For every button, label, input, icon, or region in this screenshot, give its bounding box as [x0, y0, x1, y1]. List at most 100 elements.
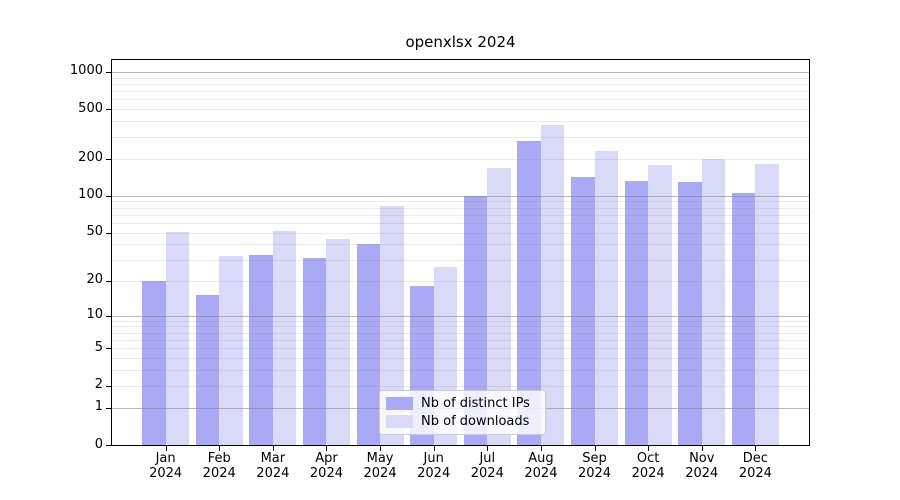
y-tick-label-1: 1 [94, 399, 103, 415]
minor-gridline-7 [112, 333, 809, 334]
bar-downloads-feb [219, 256, 243, 445]
x-tick-label-dec: Dec 2024 [738, 451, 772, 481]
minor-gridline-2 [112, 386, 809, 387]
x-tick-mark-aug [541, 446, 542, 451]
bar-downloads-aug [540, 124, 565, 445]
y-tick-mark-500 [106, 109, 112, 110]
bar-downloads-nov [701, 159, 726, 445]
x-tick-mark-nov [702, 446, 703, 451]
minor-gridline-4 [112, 358, 809, 359]
bar-distinct-ips-aug [517, 140, 541, 445]
bar-downloads-mar [272, 230, 297, 445]
bar-downloads-oct [648, 164, 672, 445]
bar-distinct-ips-sep [571, 177, 595, 445]
bar-downloads-jul [487, 168, 511, 445]
y-tick-label-50: 50 [86, 224, 103, 240]
y-tick-label-100: 100 [78, 187, 103, 203]
x-tick-mark-mar [273, 446, 274, 451]
x-tick-mark-jan [166, 446, 167, 451]
y-tick-label-200: 200 [78, 150, 103, 166]
minor-gridline-20 [112, 281, 809, 282]
major-gridline-1000 [112, 72, 809, 73]
bar-distinct-ips-jul [463, 195, 488, 445]
major-gridline-100 [112, 196, 809, 197]
bar-downloads-may [380, 205, 404, 445]
y-tick-mark-1000 [106, 72, 112, 73]
legend-item-distinct-ips: Nb of distinct IPs [386, 396, 539, 411]
minor-gridline-600 [112, 99, 809, 100]
legend-label-distinct-ips: Nb of distinct IPs [421, 396, 530, 411]
minor-gridline-5 [112, 348, 809, 349]
y-tick-label-1000: 1000 [69, 63, 103, 79]
chart-title: openxlsx 2024 [405, 33, 516, 51]
x-tick-mark-sep [595, 446, 596, 451]
y-tick-mark-1 [106, 408, 112, 409]
minor-gridline-60 [112, 223, 809, 224]
bar-distinct-ips-may [356, 244, 381, 445]
x-tick-label-jul: Jul 2024 [470, 451, 504, 481]
y-tick-mark-2 [106, 386, 112, 387]
x-tick-label-jun: Jun 2024 [417, 451, 451, 481]
x-tick-mark-oct [648, 446, 649, 451]
minor-gridline-700 [112, 91, 809, 92]
y-tick-mark-50 [106, 233, 112, 234]
bar-distinct-ips-dec [731, 192, 756, 445]
minor-gridline-70 [112, 215, 809, 216]
bar-downloads-sep [594, 151, 619, 445]
x-tick-label-feb: Feb 2024 [202, 451, 236, 481]
minor-gridline-900 [112, 78, 809, 79]
legend-label-downloads: Nb of downloads [421, 414, 530, 429]
y-tick-mark-5 [106, 348, 112, 349]
bar-distinct-ips-mar [249, 254, 273, 445]
y-tick-label-5: 5 [94, 339, 103, 355]
minor-gridline-8 [112, 326, 809, 327]
y-tick-label-20: 20 [86, 272, 103, 288]
y-tick-label-2: 2 [94, 377, 103, 393]
legend-swatch-distinct-ips [386, 397, 413, 410]
bar-distinct-ips-jan [142, 280, 166, 445]
x-tick-mark-jun [434, 446, 435, 451]
bar-distinct-ips-oct [624, 180, 649, 445]
minor-gridline-3 [112, 370, 809, 371]
y-tick-label-500: 500 [78, 100, 103, 116]
bar-downloads-jan [165, 231, 190, 445]
legend: Nb of distinct IPs Nb of downloads [379, 390, 546, 435]
y-tick-mark-10 [106, 316, 112, 317]
y-tick-mark-0 [106, 445, 112, 446]
minor-gridline-30 [112, 260, 809, 261]
minor-gridline-9 [112, 321, 809, 322]
x-tick-mark-feb [219, 446, 220, 451]
bar-downloads-apr [326, 239, 350, 445]
x-tick-label-nov: Nov 2024 [685, 451, 719, 481]
legend-item-downloads: Nb of downloads [386, 414, 539, 429]
minor-gridline-800 [112, 84, 809, 85]
major-gridline-10 [112, 316, 809, 317]
x-tick-label-oct: Oct 2024 [631, 451, 665, 481]
y-tick-mark-20 [106, 281, 112, 282]
x-tick-mark-may [380, 446, 381, 451]
x-tick-label-may: May 2024 [363, 451, 397, 481]
bar-distinct-ips-nov [678, 182, 702, 445]
minor-gridline-400 [112, 121, 809, 122]
minor-gridline-40 [112, 244, 809, 245]
y-tick-mark-200 [106, 159, 112, 160]
plot-area [111, 59, 810, 446]
x-tick-label-apr: Apr 2024 [309, 451, 343, 481]
y-tick-label-10: 10 [86, 307, 103, 322]
legend-swatch-downloads [386, 415, 413, 428]
minor-gridline-200 [112, 159, 809, 160]
x-tick-mark-apr [326, 446, 327, 451]
minor-gridline-80 [112, 208, 809, 209]
minor-gridline-50 [112, 233, 809, 234]
x-tick-label-sep: Sep 2024 [577, 451, 612, 481]
x-tick-label-aug: Aug 2024 [524, 451, 558, 481]
minor-gridline-6 [112, 340, 809, 341]
y-tick-mark-100 [106, 196, 112, 197]
minor-gridline-300 [112, 137, 809, 138]
x-tick-mark-jul [487, 446, 488, 451]
minor-gridline-90 [112, 201, 809, 202]
minor-gridline-500 [112, 109, 809, 110]
bar-distinct-ips-feb [195, 295, 220, 445]
bar-downloads-dec [755, 163, 779, 445]
